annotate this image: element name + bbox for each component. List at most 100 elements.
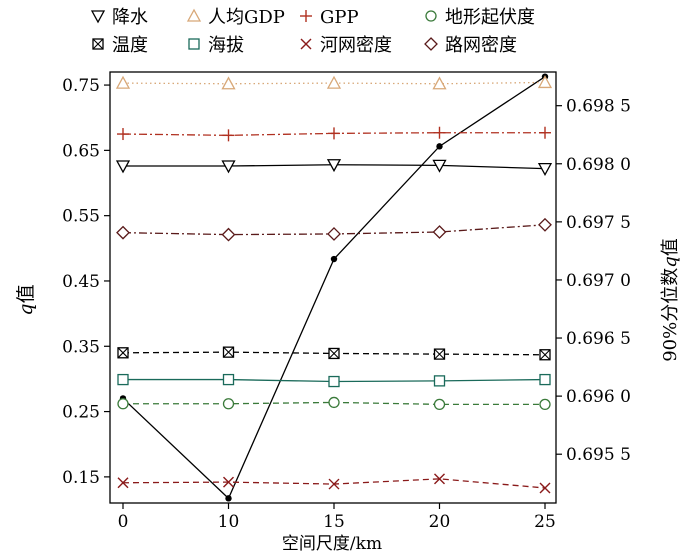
point-series-6-b <box>117 477 129 489</box>
y-right-tick-label: 0.697 0 <box>566 271 631 291</box>
point-series-6-b <box>328 478 340 490</box>
point-series-4 <box>539 349 551 361</box>
point-series-1 <box>221 76 236 90</box>
y-left-tick-label: 0.75 <box>62 76 100 96</box>
y-right-tick-label: 0.696 5 <box>566 329 631 349</box>
legend-label-1: 人均GDP <box>208 7 285 28</box>
series-5 <box>117 373 551 388</box>
point-series-4 <box>117 347 129 359</box>
legend-marker-1 <box>186 8 202 22</box>
point-series-4 <box>433 348 446 360</box>
legend-marker-4-b <box>92 38 104 50</box>
point-series-7 <box>432 225 447 239</box>
x-tick-label: 15 <box>323 512 345 532</box>
point-series-5 <box>433 375 446 387</box>
y-axis-right: 0.695 5 0.696 0 0.696 5 0.697 0 0.697 5 0.698… <box>556 97 631 465</box>
point-series-4-b <box>223 346 234 358</box>
legend-item-2: GPP <box>300 7 359 28</box>
x-tick-label: 0 <box>118 512 129 532</box>
y-right-tick-label: 0.695 5 <box>566 445 631 465</box>
point-series-6 <box>434 473 445 485</box>
y-left-tick-label: 0.55 <box>62 207 100 227</box>
point-series-1 <box>326 75 342 89</box>
legend-item-1: 人均GDP <box>186 7 285 28</box>
point-series-1 <box>432 76 447 90</box>
point-series-5 <box>539 373 551 386</box>
legend-marker-2 <box>300 10 312 22</box>
point-series-0 <box>432 159 447 173</box>
point-series-6 <box>117 477 129 489</box>
legend-marker-7 <box>424 37 438 51</box>
point-series-1 <box>537 75 553 89</box>
y-right-label-suffix: 值 <box>660 238 681 256</box>
point-series-4 <box>328 347 340 360</box>
point-series-3 <box>117 398 129 410</box>
legend-label-6: 河网密度 <box>320 35 392 56</box>
point-series-3 <box>433 398 446 411</box>
legend-marker-5 <box>188 38 200 50</box>
point-series-5 <box>222 373 235 386</box>
x-tick-label: 25 <box>534 512 556 532</box>
point-series-4-b <box>434 348 445 360</box>
point-series-7 <box>327 227 341 241</box>
legend-label-7: 路网密度 <box>445 35 517 56</box>
point-series-6 <box>223 476 234 488</box>
y-right-tick-label: 0.697 5 <box>566 213 631 233</box>
y-left-tick-label: 0.15 <box>62 468 100 488</box>
series-2 <box>117 126 551 142</box>
legend-label-0: 降水 <box>112 7 148 28</box>
x-tick-label: 20 <box>429 512 451 532</box>
x-axis-label: 空间尺度/km <box>282 534 382 554</box>
point-series-7 <box>538 217 552 232</box>
point-series-2 <box>117 128 129 141</box>
point-series-4-b <box>328 348 340 359</box>
y-axis-left: 0.15 0.25 0.35 0.45 0.55 0.65 0.75 <box>62 76 110 488</box>
legend-label-4: 温度 <box>112 35 148 56</box>
y-left-tick-label: 0.25 <box>62 403 100 423</box>
series-1 <box>115 75 553 90</box>
point-series-2 <box>433 126 446 139</box>
point-series-3 <box>222 398 235 410</box>
point-90pct-q <box>225 495 232 502</box>
point-series-3 <box>539 398 551 411</box>
series-4 <box>117 346 551 361</box>
y-left-tick-label: 0.45 <box>62 272 100 292</box>
point-series-2 <box>222 129 235 142</box>
legend-label-3: 地形起伏度 <box>445 7 535 28</box>
legend-item-4: 温度 <box>92 35 148 56</box>
legend-marker-6 <box>300 38 312 50</box>
y-right-label-prefix: 90%分位数 <box>660 268 681 362</box>
legend-label-5: 海拔 <box>208 35 244 56</box>
left-series <box>115 75 553 494</box>
point-series-4-b <box>539 349 551 361</box>
point-series-2 <box>539 126 551 139</box>
point-series-6 <box>328 478 340 490</box>
point-series-5 <box>117 373 129 386</box>
legend-item-0: 降水 <box>90 7 148 28</box>
series-7 <box>116 217 552 242</box>
point-series-6-b <box>434 473 445 485</box>
y-axis-left-label: q值 <box>15 284 37 315</box>
point-series-1 <box>115 75 131 89</box>
point-series-6 <box>539 482 551 494</box>
y-left-tick-label: 0.65 <box>62 141 100 161</box>
point-series-4 <box>222 346 235 358</box>
legend-item-5: 海拔 <box>188 35 244 56</box>
point-series-5 <box>328 375 340 388</box>
point-series-7 <box>221 227 236 242</box>
series-3 <box>117 396 551 411</box>
point-series-6-b <box>223 476 234 488</box>
legend-item-6: 河网密度 <box>300 35 392 56</box>
x-axis: 0 10 15 20 25 <box>118 503 556 532</box>
plot-frame <box>109 71 557 504</box>
series-line-90pct-q <box>122 76 546 500</box>
point-series-0 <box>221 160 236 174</box>
x-tick-label: 10 <box>218 512 240 532</box>
point-series-7 <box>116 225 130 240</box>
series-6 <box>117 473 551 494</box>
y-right-tick-label: 0.696 0 <box>566 387 631 407</box>
legend-item-3: 地形起伏度 <box>425 7 535 28</box>
legend-marker-3 <box>425 10 437 22</box>
y-right-label-italic: q <box>660 256 681 268</box>
